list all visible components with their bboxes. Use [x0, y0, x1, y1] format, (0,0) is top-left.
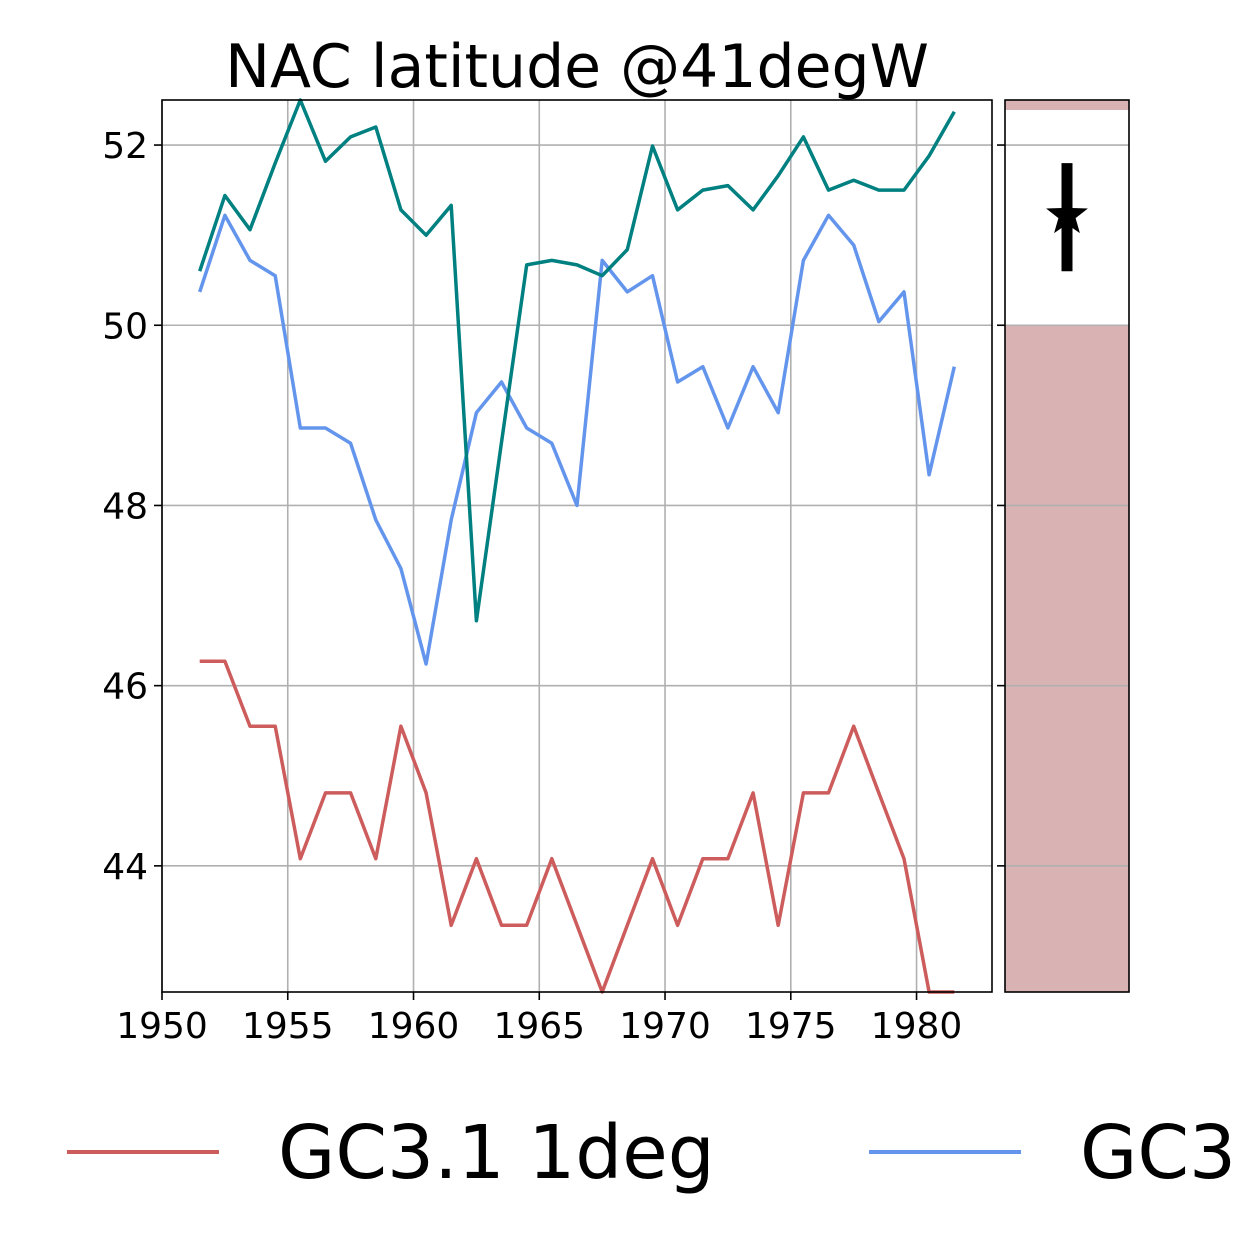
x-tick-label: 1980	[871, 1006, 963, 1047]
x-tick-label: 1965	[493, 1006, 585, 1047]
y-tick-label: 52	[102, 126, 148, 167]
side-panel-marker-group	[1046, 163, 1088, 272]
x-tick-label: 1950	[116, 1006, 208, 1047]
x-tick-label: 1955	[242, 1006, 334, 1047]
side-panel-ticks	[997, 144, 1005, 867]
chart-title: NAC latitude @41degW	[225, 32, 929, 102]
x-tick-label: 1975	[745, 1006, 837, 1047]
side-panel-grid	[1005, 144, 1129, 867]
side-panel-frame	[1004, 99, 1130, 993]
y-tick-label: 50	[102, 306, 148, 347]
y-tick-label: 48	[102, 486, 148, 527]
main-grid	[161, 100, 992, 992]
x-tick-label: 1960	[368, 1006, 460, 1047]
legend: GC3.1 1deg GC3	[67, 1110, 1236, 1196]
y-tick-label: 44	[102, 847, 148, 888]
side-panel-star-marker	[1046, 193, 1088, 234]
legend-label-gc3: GC3	[1080, 1110, 1236, 1196]
x-tick-label: 1970	[619, 1006, 711, 1047]
main-series-group	[198, 98, 957, 994]
side-panel-band-lower	[1005, 325, 1129, 992]
series-line-1	[199, 659, 955, 994]
side-panel-band-upper	[1005, 100, 1129, 110]
main-ticks: 1950 1955 1960 1965 1970 1975 1980 44 46 48 50 52	[102, 126, 962, 1047]
side-panel	[997, 99, 1130, 993]
side-panel-bands	[1005, 100, 1129, 992]
series-line-3	[198, 98, 956, 623]
legend-label-gc31-1deg: GC3.1 1deg	[278, 1110, 715, 1196]
main-plot-frame	[161, 99, 993, 993]
series-line-2	[198, 213, 957, 666]
y-tick-label: 46	[102, 667, 148, 708]
main-plot-area: 1950 1955 1960 1965 1970 1975 1980 44 46 48 50 52	[102, 98, 993, 1047]
